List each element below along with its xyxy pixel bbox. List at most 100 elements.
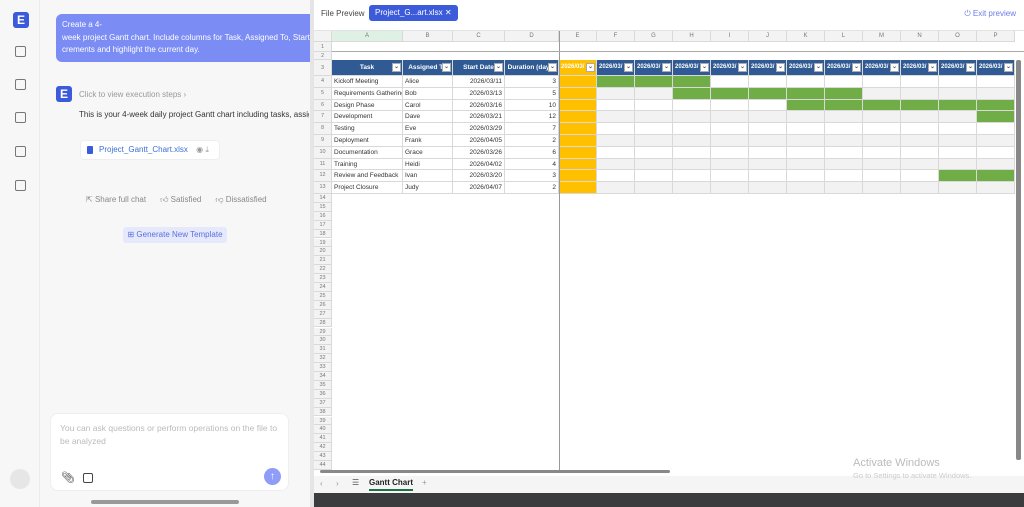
gantt-cell[interactable] bbox=[673, 170, 711, 183]
column-header-A[interactable]: A bbox=[332, 31, 403, 42]
row-header[interactable]: 11 bbox=[314, 158, 332, 171]
gantt-cell[interactable] bbox=[673, 135, 711, 147]
filter-dropdown-icon[interactable]: ⌄ bbox=[890, 63, 899, 72]
cell-task[interactable]: Review and Feedback bbox=[332, 170, 403, 183]
horizontal-scrollbar[interactable] bbox=[91, 500, 239, 504]
gantt-cell[interactable] bbox=[863, 123, 901, 135]
gantt-cell[interactable] bbox=[597, 123, 635, 135]
row-header[interactable]: 4 bbox=[314, 76, 332, 88]
filter-dropdown-icon[interactable]: ⌄ bbox=[700, 63, 709, 72]
column-header-H[interactable]: H bbox=[673, 31, 711, 42]
filter-dropdown-icon[interactable]: ⌄ bbox=[494, 63, 503, 72]
row-header[interactable]: 10 bbox=[314, 146, 332, 159]
horizontal-scrollbar[interactable] bbox=[320, 470, 670, 473]
gantt-cell[interactable] bbox=[939, 76, 977, 88]
row-header[interactable]: 24 bbox=[314, 283, 332, 292]
paperclip-icon[interactable]: 📎︎ bbox=[61, 472, 75, 484]
column-header-N[interactable]: N bbox=[901, 31, 939, 42]
row-header[interactable]: 34 bbox=[314, 372, 332, 381]
execution-steps-link[interactable]: Click to view execution steps › bbox=[79, 90, 186, 99]
row-header[interactable]: 27 bbox=[314, 309, 332, 319]
row-header[interactable]: 5 bbox=[314, 87, 332, 100]
column-header-B[interactable]: B bbox=[403, 31, 453, 42]
gantt-cell[interactable] bbox=[673, 146, 711, 159]
cell-duration[interactable]: 12 bbox=[505, 111, 559, 124]
filter-dropdown-icon[interactable]: ⌄ bbox=[662, 63, 671, 72]
gantt-cell[interactable] bbox=[749, 123, 787, 135]
gantt-cell[interactable] bbox=[977, 146, 1015, 159]
send-button[interactable]: ↑ bbox=[264, 468, 281, 485]
row-header[interactable]: 30 bbox=[314, 336, 332, 346]
column-header-J[interactable]: J bbox=[749, 31, 787, 42]
gantt-cell[interactable] bbox=[635, 170, 673, 183]
next-sheet-icon[interactable]: › bbox=[336, 479, 339, 488]
row-header[interactable]: 36 bbox=[314, 389, 332, 399]
new-chat-icon[interactable] bbox=[15, 79, 26, 90]
row-header[interactable]: 25 bbox=[314, 291, 332, 301]
gantt-cell[interactable] bbox=[711, 111, 749, 124]
gantt-cell[interactable] bbox=[939, 123, 977, 135]
gantt-cell[interactable] bbox=[787, 123, 825, 135]
gantt-cell[interactable] bbox=[825, 76, 863, 88]
gantt-cell[interactable] bbox=[863, 182, 901, 194]
row-header[interactable]: 26 bbox=[314, 300, 332, 310]
gantt-cell[interactable] bbox=[597, 111, 635, 124]
book-icon[interactable] bbox=[83, 473, 93, 483]
gantt-bar-cell[interactable] bbox=[673, 87, 711, 100]
exit-preview-button[interactable]: ⏻ Exit preview bbox=[964, 9, 1016, 19]
cell-task[interactable]: Project Closure bbox=[332, 182, 403, 194]
gantt-bar-cell[interactable] bbox=[977, 99, 1015, 112]
share-button[interactable]: ⇱ Share full chat bbox=[86, 195, 147, 204]
cell-task[interactable]: Training bbox=[332, 158, 403, 171]
row-header[interactable]: 14 bbox=[314, 194, 332, 203]
gantt-cell[interactable] bbox=[939, 182, 977, 194]
gantt-cell[interactable] bbox=[977, 87, 1015, 100]
row-header[interactable]: 16 bbox=[314, 211, 332, 221]
gantt-bar-cell[interactable] bbox=[825, 99, 863, 112]
cell-start[interactable]: 2026/03/16 bbox=[453, 99, 505, 112]
gantt-cell[interactable] bbox=[863, 111, 901, 124]
row-header[interactable]: 8 bbox=[314, 123, 332, 135]
row-header[interactable]: 44 bbox=[314, 461, 332, 470]
gantt-cell[interactable] bbox=[597, 87, 635, 100]
gantt-cell[interactable] bbox=[749, 146, 787, 159]
gantt-cell[interactable] bbox=[635, 123, 673, 135]
row-header[interactable]: 20 bbox=[314, 247, 332, 257]
gantt-bar-cell[interactable] bbox=[711, 87, 749, 100]
gantt-cell[interactable] bbox=[673, 158, 711, 171]
select-all-corner[interactable] bbox=[314, 31, 332, 42]
dissatisfied-button[interactable]: 👎︎ Dissatisfied bbox=[215, 195, 267, 204]
gantt-cell[interactable] bbox=[749, 111, 787, 124]
row-header[interactable]: 43 bbox=[314, 452, 332, 461]
gantt-bar-cell[interactable] bbox=[787, 87, 825, 100]
current-day-cell[interactable] bbox=[559, 111, 597, 124]
filter-dropdown-icon[interactable]: ⌄ bbox=[548, 63, 557, 72]
row-header[interactable]: 6 bbox=[314, 99, 332, 112]
gantt-cell[interactable] bbox=[939, 158, 977, 171]
row-header[interactable]: 41 bbox=[314, 434, 332, 444]
cell-assigned[interactable]: Eve bbox=[403, 123, 453, 135]
cell-duration[interactable]: 4 bbox=[505, 158, 559, 171]
gantt-cell[interactable] bbox=[825, 135, 863, 147]
cell-task[interactable]: Development bbox=[332, 111, 403, 124]
gantt-cell[interactable] bbox=[901, 111, 939, 124]
file-tab[interactable]: Project_G...art.xlsx ✕ bbox=[369, 5, 458, 21]
gantt-cell[interactable] bbox=[825, 170, 863, 183]
row-header[interactable]: 39 bbox=[314, 416, 332, 426]
gantt-cell[interactable] bbox=[787, 111, 825, 124]
gantt-cell[interactable] bbox=[901, 123, 939, 135]
image-edit-icon[interactable] bbox=[15, 112, 26, 123]
panel-toggle-icon[interactable] bbox=[15, 46, 26, 57]
filter-dropdown-icon[interactable]: ⌄ bbox=[814, 63, 823, 72]
vertical-scrollbar[interactable] bbox=[1016, 60, 1021, 460]
column-header-K[interactable]: K bbox=[787, 31, 825, 42]
gantt-bar-cell[interactable] bbox=[635, 76, 673, 88]
cell-assigned[interactable]: Judy bbox=[403, 182, 453, 194]
gantt-cell[interactable] bbox=[977, 182, 1015, 194]
row-header[interactable]: 7 bbox=[314, 111, 332, 124]
current-day-cell[interactable] bbox=[559, 99, 597, 112]
current-day-cell[interactable] bbox=[559, 182, 597, 194]
cell-assigned[interactable]: Bob bbox=[403, 87, 453, 100]
row-header[interactable]: 19 bbox=[314, 238, 332, 248]
gantt-cell[interactable] bbox=[863, 87, 901, 100]
